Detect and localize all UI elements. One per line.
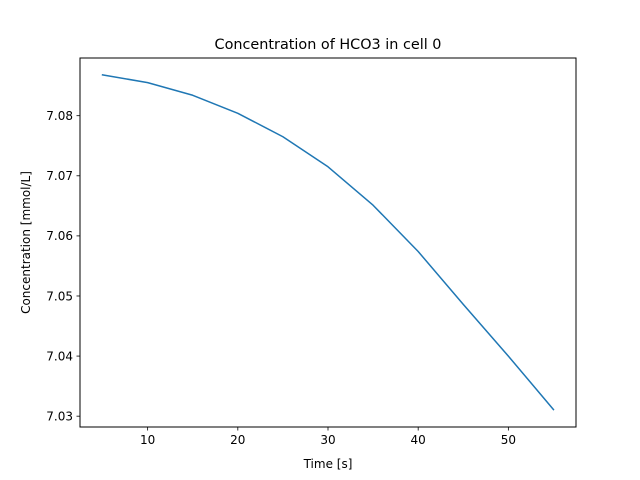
plot-frame	[79, 57, 577, 428]
x-tick-label: 10	[140, 433, 155, 447]
plot-area	[80, 58, 576, 427]
series-line	[101, 73, 555, 411]
x-tick-label: 40	[411, 433, 426, 447]
y-axis-label: Concentration [mmol/L]	[19, 171, 33, 314]
x-axis-label: Time [s]	[303, 457, 353, 471]
marks-layer: 10 20 30 40 50 7.03 7.04 7.05 7.06 7.07 7.08	[46, 73, 555, 447]
chart-title: Concentration of HCO3 in cell 0	[215, 37, 442, 53]
y-tick-label: 7.04	[46, 349, 73, 363]
y-tick-label: 7.06	[46, 229, 73, 243]
y-tick-label: 7.03	[46, 409, 73, 423]
x-tick-label: 20	[230, 433, 245, 447]
y-tick-label: 7.08	[46, 109, 73, 123]
x-tick-label: 30	[320, 433, 335, 447]
y-tick-label: 7.05	[46, 289, 73, 303]
y-tick-label: 7.07	[46, 169, 73, 183]
x-tick-label: 50	[501, 433, 516, 447]
